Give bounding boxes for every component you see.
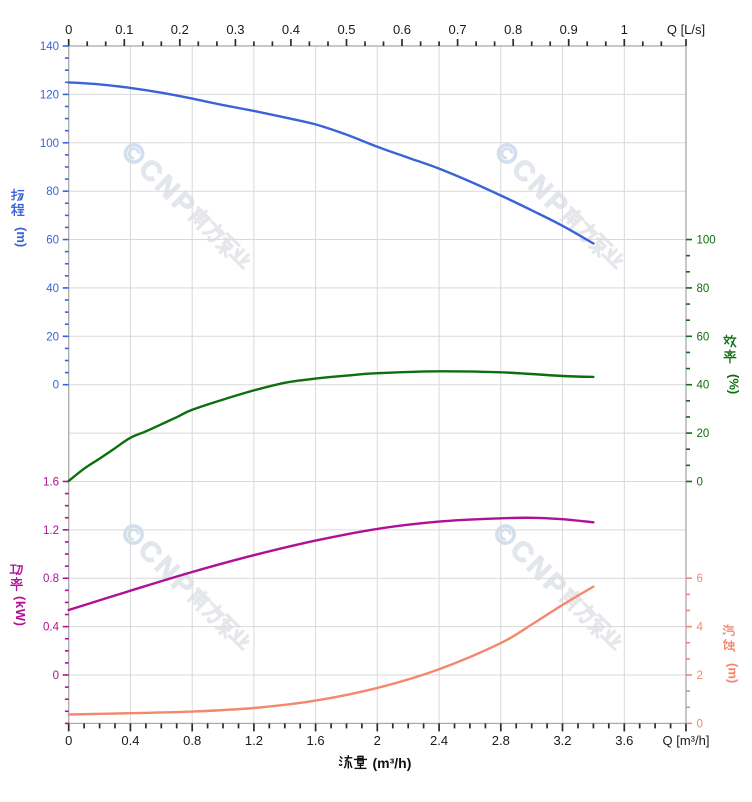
svg-text:1.6: 1.6 <box>43 477 59 489</box>
svg-text:0.8: 0.8 <box>43 573 59 585</box>
svg-text:60: 60 <box>46 235 59 247</box>
svg-text:(m): (m) <box>14 227 29 247</box>
svg-text:100: 100 <box>697 235 716 247</box>
svg-text:0: 0 <box>53 670 59 682</box>
svg-text:Q [m³/h]: Q [m³/h] <box>663 733 710 748</box>
svg-text:(m): (m) <box>726 663 741 683</box>
svg-text:20: 20 <box>46 331 59 343</box>
svg-text:(kW): (kW) <box>13 596 28 627</box>
svg-text:0: 0 <box>65 22 72 37</box>
svg-text:40: 40 <box>697 380 710 392</box>
svg-text:2: 2 <box>697 670 703 682</box>
svg-text:40: 40 <box>46 283 59 295</box>
svg-text:1: 1 <box>621 22 628 37</box>
svg-text:0: 0 <box>697 477 703 489</box>
svg-text:0.7: 0.7 <box>449 22 467 37</box>
svg-text:(m³/h): (m³/h) <box>373 755 412 771</box>
svg-text:140: 140 <box>40 41 59 53</box>
svg-text:0.3: 0.3 <box>226 22 244 37</box>
svg-text:2.8: 2.8 <box>492 733 510 748</box>
svg-text:6: 6 <box>697 573 703 585</box>
svg-text:0.6: 0.6 <box>393 22 411 37</box>
svg-text:20: 20 <box>697 428 710 440</box>
svg-text:1.6: 1.6 <box>307 733 325 748</box>
svg-text:120: 120 <box>40 89 59 101</box>
svg-text:0.4: 0.4 <box>121 733 139 748</box>
svg-text:100: 100 <box>40 138 59 150</box>
svg-text:3.2: 3.2 <box>553 733 571 748</box>
svg-text:1.2: 1.2 <box>43 525 59 537</box>
svg-text:0: 0 <box>65 733 72 748</box>
svg-text:Q [L/s]: Q [L/s] <box>667 22 705 37</box>
svg-text:2: 2 <box>374 733 381 748</box>
svg-text:1.2: 1.2 <box>245 733 263 748</box>
svg-text:0: 0 <box>697 718 703 730</box>
svg-text:0.8: 0.8 <box>504 22 522 37</box>
svg-text:4: 4 <box>697 622 704 634</box>
svg-text:0: 0 <box>53 380 59 392</box>
svg-text:0.4: 0.4 <box>282 22 300 37</box>
svg-text:3.6: 3.6 <box>615 733 633 748</box>
svg-text:60: 60 <box>697 331 710 343</box>
svg-text:0.1: 0.1 <box>115 22 133 37</box>
svg-text:0.9: 0.9 <box>560 22 578 37</box>
svg-text:0.2: 0.2 <box>171 22 189 37</box>
svg-text:80: 80 <box>46 186 59 198</box>
svg-text:0.5: 0.5 <box>337 22 355 37</box>
svg-text:80: 80 <box>697 283 710 295</box>
svg-text:2.4: 2.4 <box>430 733 448 748</box>
svg-text:0.4: 0.4 <box>43 622 60 634</box>
svg-text:0.8: 0.8 <box>183 733 201 748</box>
svg-text:(%): (%) <box>727 374 742 394</box>
